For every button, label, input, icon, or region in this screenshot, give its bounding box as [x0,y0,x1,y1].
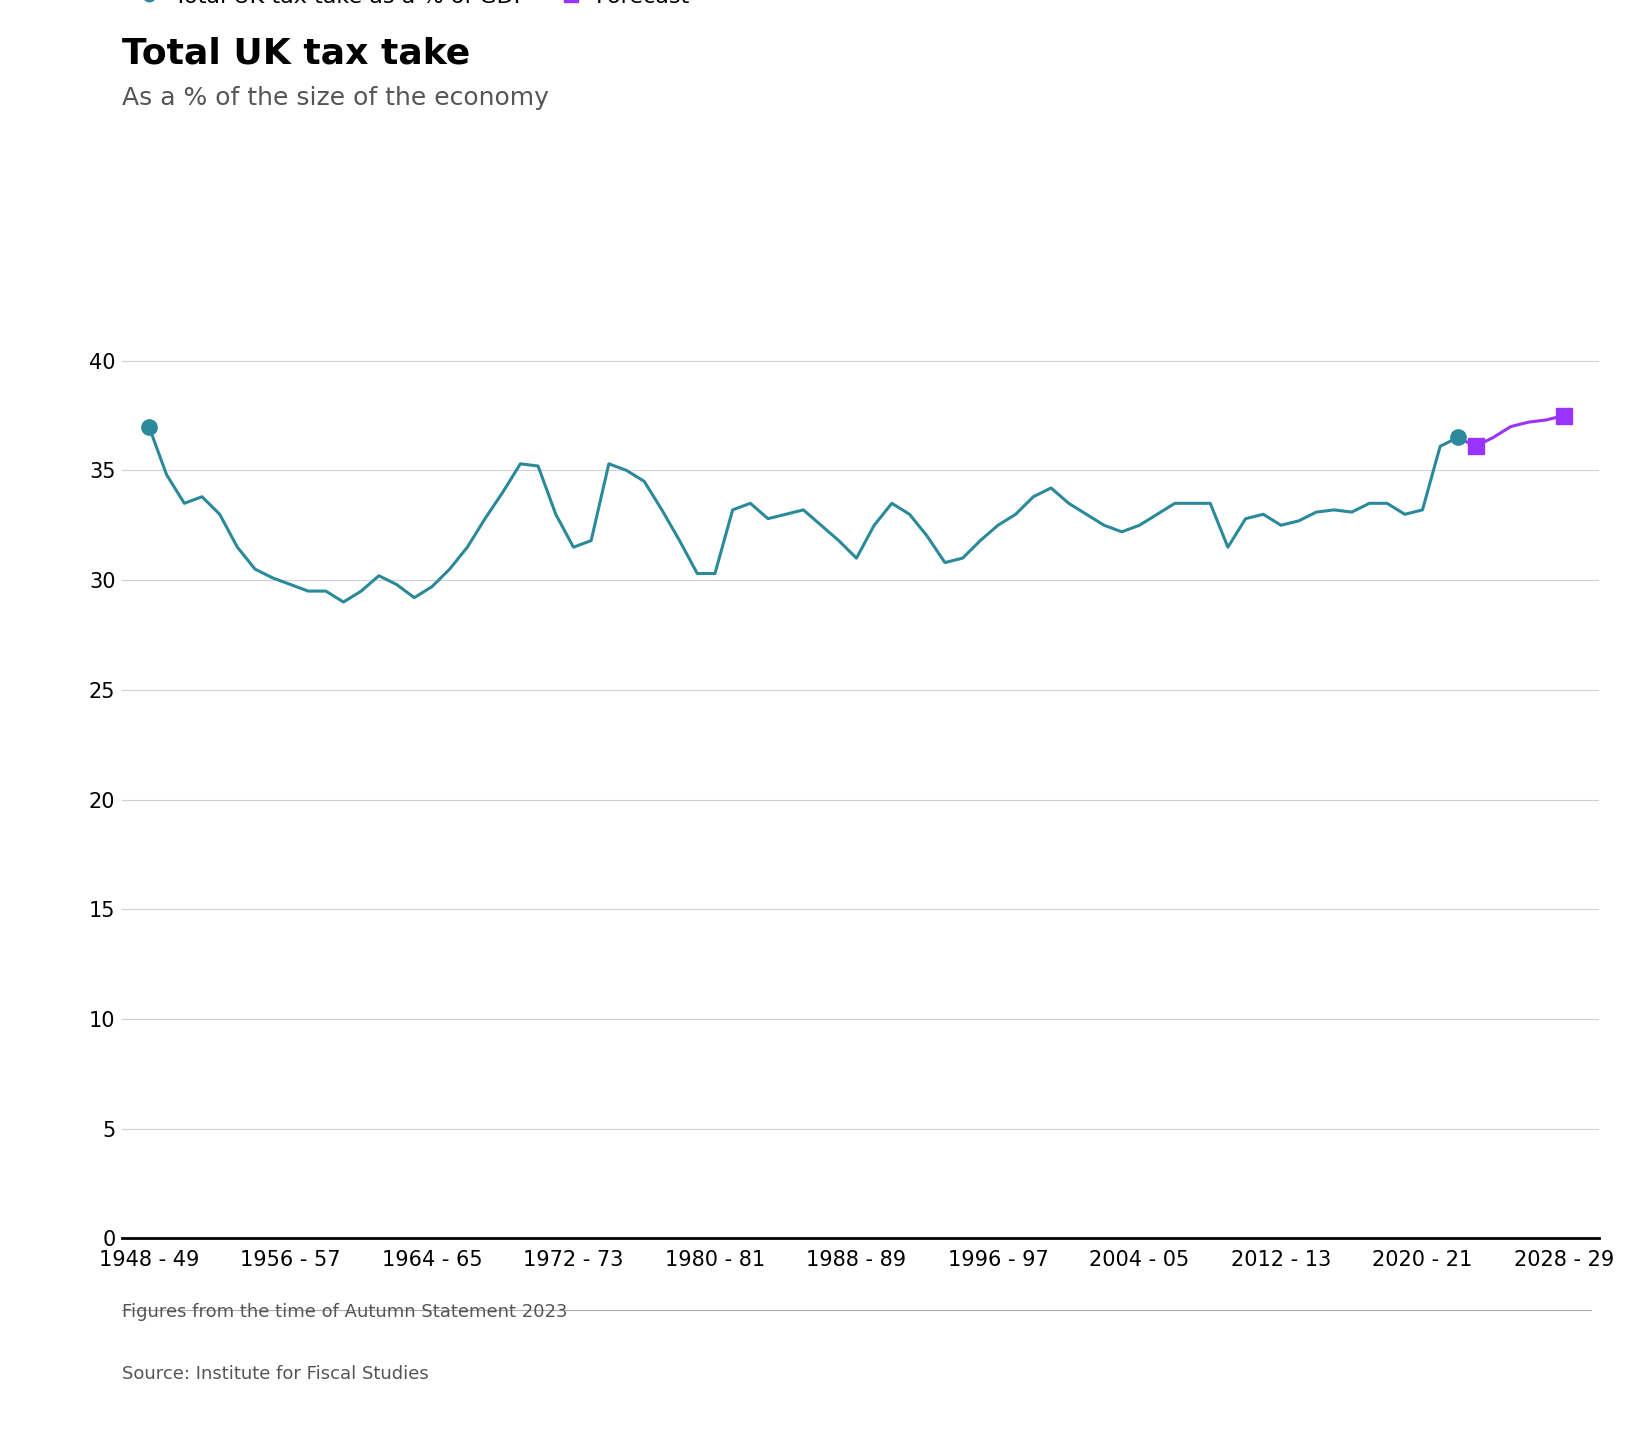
Text: BBC: BBC [1524,1382,1563,1400]
Text: Figures from the time of Autumn Statement 2023: Figures from the time of Autumn Statemen… [122,1303,568,1322]
Text: Source: Institute for Fiscal Studies: Source: Institute for Fiscal Studies [122,1365,429,1382]
Text: Total UK tax take: Total UK tax take [122,36,470,71]
Text: As a % of the size of the economy: As a % of the size of the economy [122,86,550,111]
Legend: Total UK tax take as a % of GDP, Forecast: Total UK tax take as a % of GDP, Forecas… [132,0,690,7]
